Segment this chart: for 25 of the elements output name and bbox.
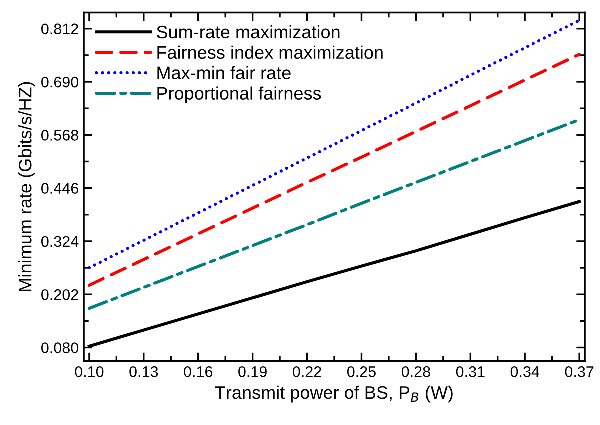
y-axis-title: Minimum rate (Gbits/s/HZ)	[18, 82, 36, 292]
x-tick-label: 0.16	[184, 366, 213, 378]
legend-label: Fairness index maximization	[158, 46, 383, 60]
y-tick-label: 0.812	[42, 24, 78, 35]
line-series	[88, 19, 582, 270]
x-tick-label: 0.19	[238, 366, 267, 378]
x-tick-label: 0.31	[456, 366, 485, 378]
y-tick-label: 0.568	[42, 130, 78, 141]
x-tick-label: 0.28	[402, 366, 430, 378]
x-tick-label: 0.13	[130, 366, 158, 378]
y-tick-label: 0.446	[42, 183, 78, 194]
x-tick-label: 0.34	[510, 366, 540, 378]
line-series	[88, 200, 582, 348]
y-tick-label: 0.080	[42, 342, 79, 354]
y-tick-label: 0.324	[42, 236, 79, 248]
x-axis-title: Transmit power of BS, P$_{B}$ (W)	[215, 386, 453, 403]
x-tick-label: 0.22	[293, 366, 322, 378]
y-tick-label: 0.202	[42, 289, 78, 300]
y-tick-label: 0.690	[42, 76, 79, 88]
legend-label: Proportional fairness	[158, 86, 322, 104]
x-tick-label: 0.25	[347, 366, 376, 378]
x-tick-label: 0.10	[75, 366, 104, 378]
x-tick-label: 0.37	[565, 366, 594, 378]
legend-label: Sum-rate maximization	[157, 25, 340, 39]
legend-label: Max-min fair rate	[158, 66, 291, 80]
